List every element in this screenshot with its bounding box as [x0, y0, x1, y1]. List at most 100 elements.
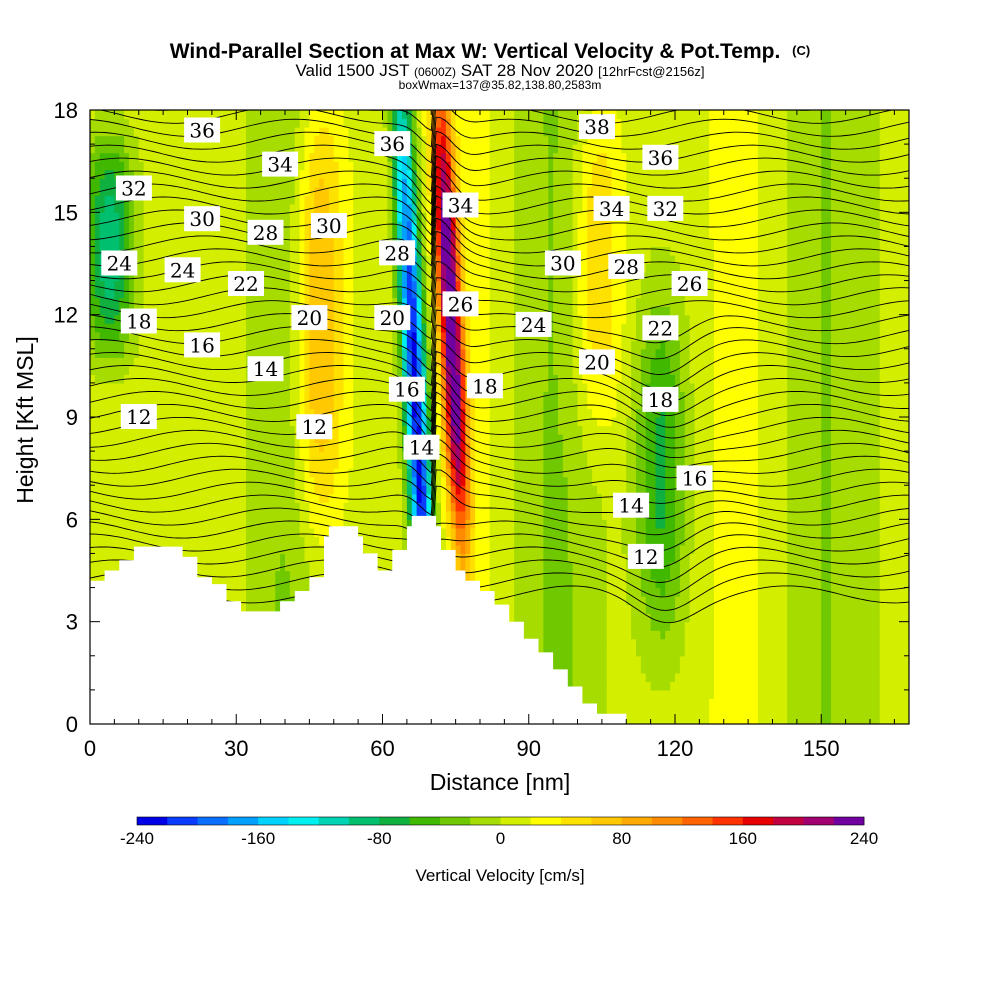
velocity-cell: [138, 272, 145, 282]
velocity-cell: [202, 161, 208, 171]
velocity-cell: [397, 493, 403, 503]
velocity-cell: [324, 485, 330, 495]
velocity-cell: [387, 502, 393, 512]
velocity-cell: [343, 493, 349, 503]
velocity-cell: [192, 485, 198, 495]
velocity-cell: [114, 434, 120, 444]
velocity-cell: [211, 493, 218, 503]
velocity-cell: [250, 254, 257, 265]
velocity-cell: [129, 212, 135, 222]
velocity-cell: [265, 263, 271, 273]
velocity-cell: [421, 203, 427, 213]
velocity-cell: [99, 220, 106, 230]
velocity-cell: [94, 459, 101, 469]
velocity-cell: [416, 357, 423, 367]
velocity-cell: [197, 229, 203, 239]
velocity-cell: [416, 306, 423, 316]
velocity-cell: [319, 118, 325, 128]
velocity-cell: [94, 417, 101, 427]
velocity-cell: [416, 212, 423, 222]
velocity-cell: [153, 468, 159, 478]
velocity-cell: [221, 263, 228, 273]
velocity-cell: [372, 169, 379, 179]
velocity-cell: [304, 203, 310, 213]
velocity-cell: [392, 203, 398, 213]
velocity-cell: [90, 203, 96, 213]
velocity-cell: [319, 195, 325, 205]
velocity-cell: [99, 365, 106, 375]
velocity-cell: [109, 272, 115, 282]
velocity-cell: [416, 254, 423, 265]
velocity-cell: [255, 425, 262, 435]
velocity-cell: [255, 144, 262, 154]
velocity-cell: [153, 118, 159, 128]
velocity-cell: [148, 118, 154, 128]
velocity-cell: [372, 297, 379, 307]
velocity-cell: [246, 297, 252, 307]
velocity-cell: [387, 519, 393, 529]
velocity-cell: [333, 186, 340, 196]
velocity-cell: [421, 425, 427, 435]
velocity-cell: [265, 246, 271, 256]
velocity-cell: [109, 434, 115, 444]
velocity-cell: [94, 502, 101, 512]
velocity-cell: [129, 272, 135, 282]
velocity-cell: [250, 579, 257, 589]
velocity-cell: [158, 536, 164, 546]
velocity-cell: [255, 604, 262, 614]
velocity-cell: [387, 203, 393, 213]
velocity-cell: [90, 451, 96, 461]
velocity-cell: [270, 604, 276, 614]
velocity-cell: [90, 212, 96, 222]
velocity-cell: [358, 323, 364, 333]
velocity-cell: [387, 195, 393, 205]
velocity-cell: [250, 382, 257, 393]
velocity-cell: [397, 527, 403, 537]
velocity-cell: [104, 237, 111, 248]
velocity-cell: [289, 374, 296, 384]
velocity-cell: [226, 365, 232, 375]
velocity-cell: [211, 442, 218, 452]
velocity-cell: [372, 365, 379, 375]
velocity-cell: [270, 553, 276, 563]
velocity-cell: [241, 476, 247, 486]
velocity-cell: [265, 340, 271, 350]
velocity-cell: [143, 468, 150, 478]
velocity-cell: [241, 459, 247, 469]
velocity-cell: [158, 127, 164, 137]
velocity-cell: [124, 527, 130, 537]
velocity-cell: [163, 417, 169, 427]
velocity-cell: [406, 118, 413, 128]
velocity-cell: [109, 127, 115, 137]
velocity-cell: [397, 161, 403, 171]
velocity-cell: [221, 391, 228, 401]
velocity-cell: [211, 382, 218, 393]
velocity-cell: [202, 254, 208, 265]
velocity-cell: [250, 212, 257, 222]
velocity-cell: [90, 331, 96, 341]
velocity-cell: [197, 553, 203, 563]
velocity-cell: [153, 365, 159, 375]
velocity-cell: [328, 110, 335, 120]
velocity-cell: [426, 510, 432, 520]
velocity-cell: [148, 527, 154, 537]
velocity-cell: [211, 536, 218, 546]
velocity-cell: [372, 178, 379, 188]
velocity-cell: [246, 254, 252, 265]
velocity-cell: [119, 536, 125, 546]
velocity-cell: [294, 254, 301, 265]
velocity-cell: [99, 203, 106, 213]
velocity-cell: [299, 527, 306, 537]
velocity-cell: [138, 152, 145, 162]
velocity-cell: [197, 365, 203, 375]
velocity-cell: [246, 451, 252, 461]
velocity-cell: [231, 144, 237, 154]
velocity-cell: [387, 485, 393, 495]
velocity-cell: [294, 476, 301, 486]
velocity-cell: [260, 442, 267, 452]
velocity-cell: [275, 306, 281, 316]
velocity-cell: [285, 468, 291, 478]
velocity-cell: [309, 527, 315, 537]
velocity-cell: [177, 306, 184, 316]
velocity-cell: [338, 110, 345, 120]
